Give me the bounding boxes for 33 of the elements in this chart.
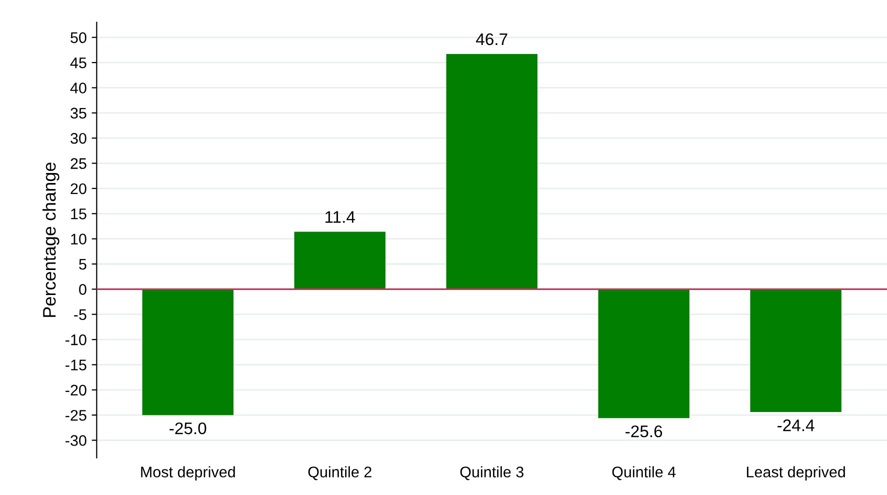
y-tick-label: 5 (79, 259, 86, 270)
bar (294, 232, 386, 290)
y-tick-label: 30 (70, 132, 86, 144)
y-tick-label: 20 (70, 183, 86, 194)
bar (750, 289, 842, 412)
bar (142, 289, 234, 416)
y-tick-label: -15 (66, 360, 86, 370)
bar (446, 54, 538, 290)
data-label: -25.0 (170, 422, 206, 434)
y-tick-label: 0 (79, 284, 86, 295)
x-tick-label: Quintile 4 (612, 466, 676, 480)
data-label: -24.4 (778, 419, 814, 432)
y-tick-label: 45 (70, 58, 86, 68)
data-label: 11.4 (326, 211, 355, 223)
y-tick-label: 15 (71, 208, 86, 220)
x-tick-label: Quintile 2 (308, 466, 372, 480)
y-tick-label: -5 (74, 309, 86, 320)
y-tick-label: 40 (70, 82, 86, 94)
y-tick-label: -30 (66, 435, 86, 446)
y-tick-label: 50 (70, 32, 86, 44)
y-tick-label: 25 (70, 158, 86, 169)
y-tick-label: 10 (71, 234, 86, 244)
y-tick-label: -25 (66, 410, 86, 421)
x-tick-label: Most deprived (141, 466, 235, 480)
x-tick-label: Least deprived (746, 466, 845, 480)
x-tick-label: Quintile 3 (460, 466, 524, 480)
y-axis-title: Percentage change (42, 162, 60, 317)
y-tick-label: -20 (66, 384, 86, 396)
data-label: -25.6 (626, 425, 662, 438)
y-tick-label: 35 (70, 108, 86, 119)
bar (598, 289, 690, 418)
y-tick-label: -10 (66, 334, 86, 346)
data-label: 46.7 (476, 33, 508, 46)
